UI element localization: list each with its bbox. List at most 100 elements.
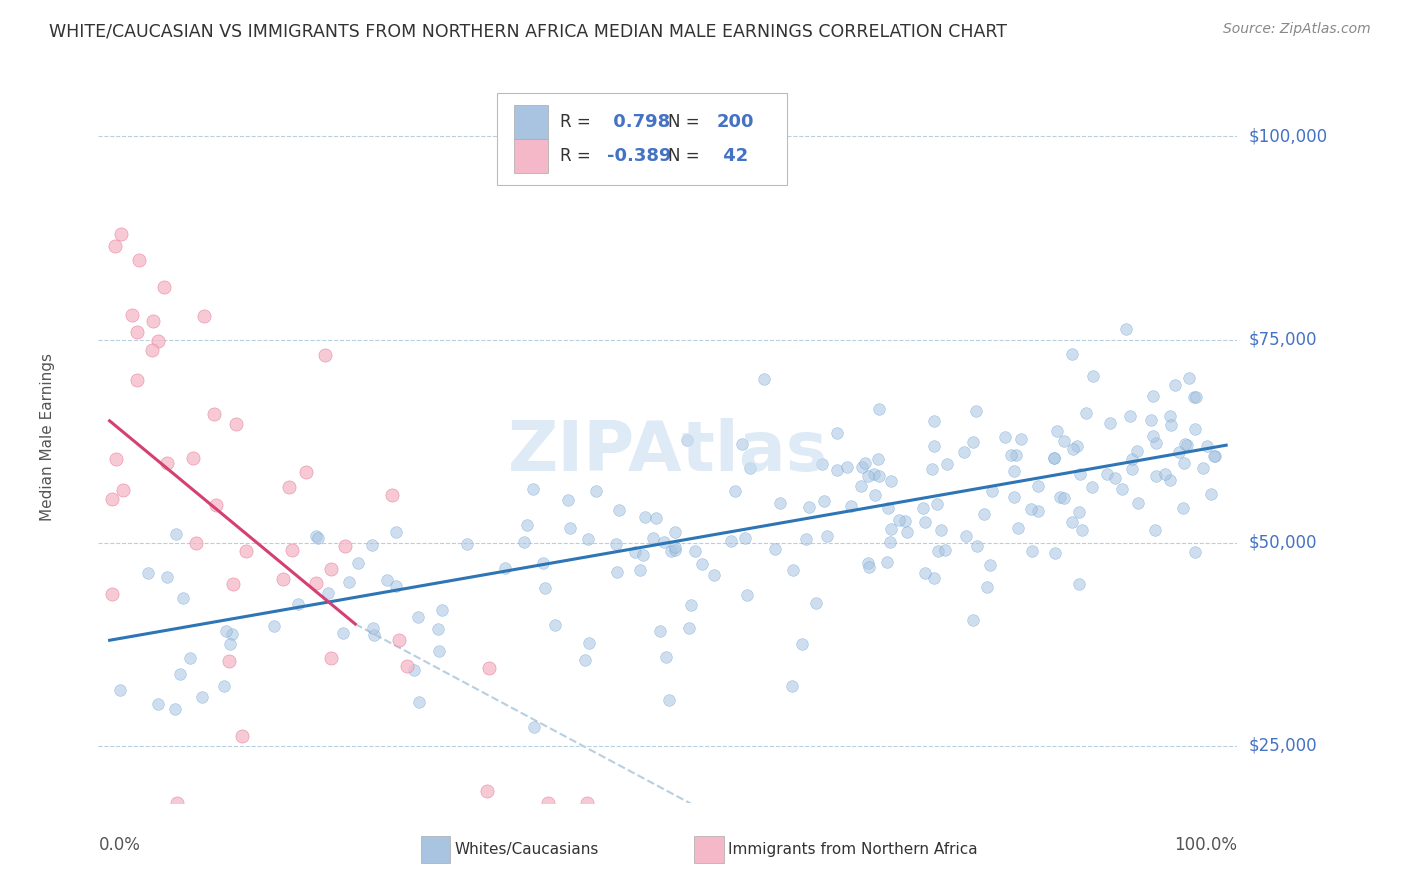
FancyBboxPatch shape	[515, 105, 548, 138]
Point	[936, 457, 959, 471]
Point	[204, 498, 226, 512]
Text: Whites/Caucasians: Whites/Caucasians	[456, 842, 599, 857]
Point	[1121, 452, 1143, 467]
Point	[406, 609, 429, 624]
Point	[973, 508, 995, 522]
Point	[911, 500, 934, 515]
Point	[865, 488, 887, 502]
Point	[1062, 346, 1084, 360]
Point	[108, 682, 131, 697]
Point	[1199, 487, 1222, 501]
Point	[769, 496, 792, 510]
Point	[1175, 438, 1198, 452]
Point	[1053, 434, 1076, 448]
Point	[738, 461, 761, 475]
Point	[263, 618, 285, 632]
Point	[277, 480, 299, 494]
Point	[661, 544, 683, 558]
Point	[169, 667, 191, 681]
Point	[894, 514, 917, 528]
Point	[702, 567, 724, 582]
Point	[202, 407, 225, 421]
Point	[1184, 545, 1206, 559]
Point	[165, 526, 187, 541]
Point	[724, 484, 747, 499]
Point	[1019, 502, 1042, 516]
Point	[271, 572, 294, 586]
Text: 0.798: 0.798	[607, 112, 671, 131]
Point	[1178, 370, 1201, 384]
Point	[896, 524, 918, 539]
Text: Immigrants from Northern Africa: Immigrants from Northern Africa	[728, 842, 977, 857]
Point	[156, 569, 179, 583]
Point	[402, 663, 425, 677]
Point	[849, 479, 872, 493]
Point	[780, 679, 803, 693]
Point	[664, 540, 686, 554]
Point	[868, 401, 890, 416]
Point	[316, 585, 339, 599]
Point	[478, 661, 501, 675]
Point	[191, 690, 214, 705]
Point	[222, 576, 245, 591]
Point	[664, 524, 686, 539]
Point	[165, 702, 187, 716]
Point	[1000, 448, 1022, 462]
Point	[375, 573, 398, 587]
Point	[652, 535, 675, 549]
Point	[676, 434, 699, 448]
Point	[1010, 432, 1032, 446]
Point	[955, 529, 977, 543]
Point	[1043, 451, 1066, 466]
Text: R =: R =	[560, 112, 596, 131]
Point	[231, 729, 253, 743]
Point	[979, 558, 1001, 572]
Point	[856, 556, 879, 570]
Point	[110, 227, 132, 241]
Point	[868, 452, 890, 467]
Point	[1045, 547, 1067, 561]
Point	[765, 541, 787, 556]
Point	[1002, 464, 1025, 478]
Point	[1143, 524, 1166, 538]
Point	[156, 456, 179, 470]
Point	[128, 253, 150, 268]
Point	[683, 544, 706, 558]
Point	[1164, 378, 1187, 392]
Point	[523, 719, 546, 733]
Text: 100.0%: 100.0%	[1174, 836, 1237, 854]
Point	[1185, 390, 1208, 404]
Point	[543, 618, 565, 632]
Point	[1007, 521, 1029, 535]
Point	[235, 544, 257, 558]
Point	[295, 465, 318, 479]
Point	[314, 348, 336, 362]
Point	[1159, 409, 1181, 423]
Point	[384, 525, 406, 540]
Point	[280, 542, 302, 557]
Point	[1066, 439, 1088, 453]
Point	[332, 625, 354, 640]
Point	[1070, 523, 1092, 537]
Point	[1069, 505, 1091, 519]
Text: WHITE/CAUCASIAN VS IMMIGRANTS FROM NORTHERN AFRICA MEDIAN MALE EARNINGS CORRELAT: WHITE/CAUCASIAN VS IMMIGRANTS FROM NORTH…	[49, 22, 1007, 40]
Point	[125, 325, 148, 339]
Point	[1062, 442, 1084, 457]
Point	[141, 343, 163, 358]
Point	[737, 588, 759, 602]
Point	[813, 493, 835, 508]
Point	[385, 579, 408, 593]
Point	[533, 581, 555, 595]
Point	[427, 644, 450, 658]
Point	[851, 460, 873, 475]
Point	[678, 621, 700, 635]
Point	[477, 784, 499, 798]
Point	[1067, 576, 1090, 591]
Point	[121, 308, 143, 322]
Point	[1118, 409, 1140, 423]
Text: $25,000: $25,000	[1249, 737, 1317, 755]
Point	[560, 521, 582, 535]
Point	[720, 533, 742, 548]
Point	[585, 483, 607, 498]
Text: 200: 200	[717, 112, 755, 131]
